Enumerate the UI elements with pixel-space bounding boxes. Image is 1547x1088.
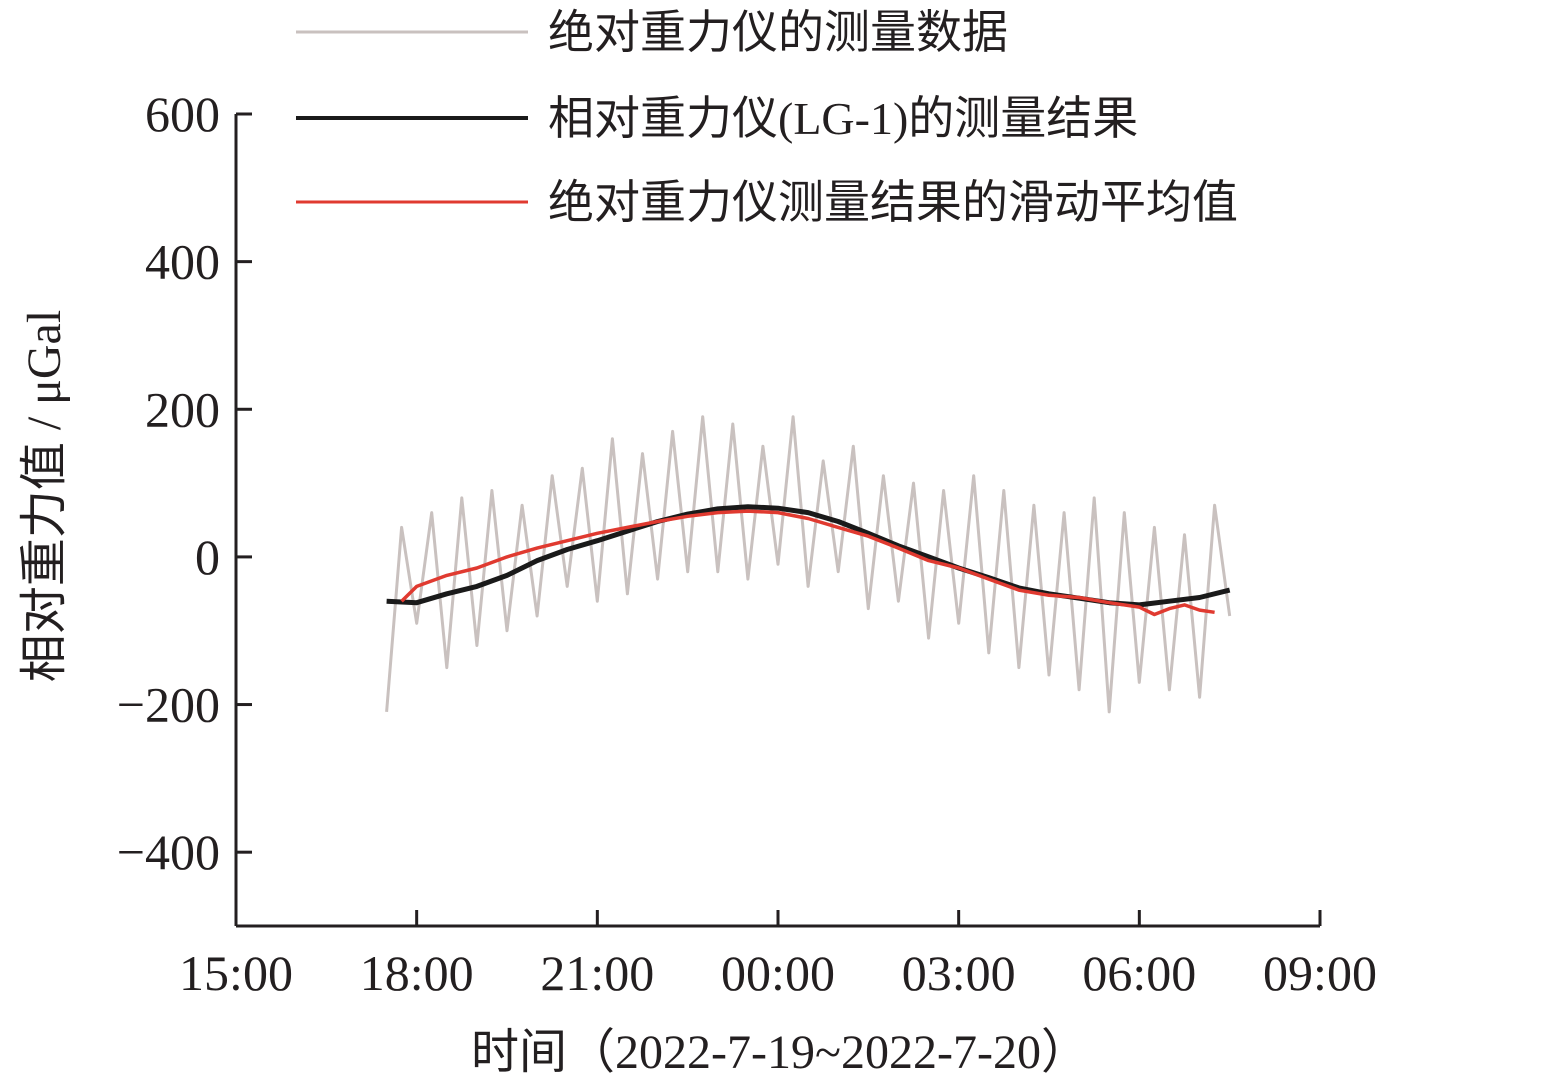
plot-area	[385, 415, 1232, 714]
y-tick-label: 0	[195, 529, 220, 585]
y-tick-label: −400	[117, 824, 220, 880]
x-tick-label: 00:00	[721, 945, 835, 1001]
y-axis-title: 相对重力值 / μGal	[18, 310, 71, 682]
y-tick-label: 600	[145, 86, 220, 142]
x-tick-label: 18:00	[360, 945, 474, 1001]
x-tick-label: 06:00	[1082, 945, 1196, 1001]
legend-label-3: 绝对重力仪测量结果的滑动平均值	[548, 177, 1238, 228]
y-tick-label: 200	[145, 381, 220, 437]
axes	[234, 114, 1320, 928]
series-line-3	[400, 509, 1215, 617]
x-axis-title: 时间（2022-7-19~2022-7-20）	[471, 1026, 1089, 1079]
legend-label-2: 相对重力仪(LG-1)的测量结果	[548, 93, 1138, 144]
ticks: 600 400 200 0 −200 −400 15:00 18:00 21:00 00:00 03…	[117, 86, 1377, 1001]
legend-label-1: 绝对重力仪的测量数据	[548, 7, 1008, 58]
x-tick-label: 15:00	[179, 945, 293, 1001]
x-tick-label: 09:00	[1263, 945, 1377, 1001]
legend: 绝对重力仪的测量数据相对重力仪(LG-1)的测量结果绝对重力仪测量结果的滑动平均…	[296, 7, 1238, 228]
series-line-1	[385, 415, 1232, 714]
x-tick-label: 03:00	[902, 945, 1016, 1001]
y-tick-label: 400	[145, 234, 220, 290]
y-tick-label: −200	[117, 677, 220, 733]
x-tick-label: 21:00	[540, 945, 654, 1001]
